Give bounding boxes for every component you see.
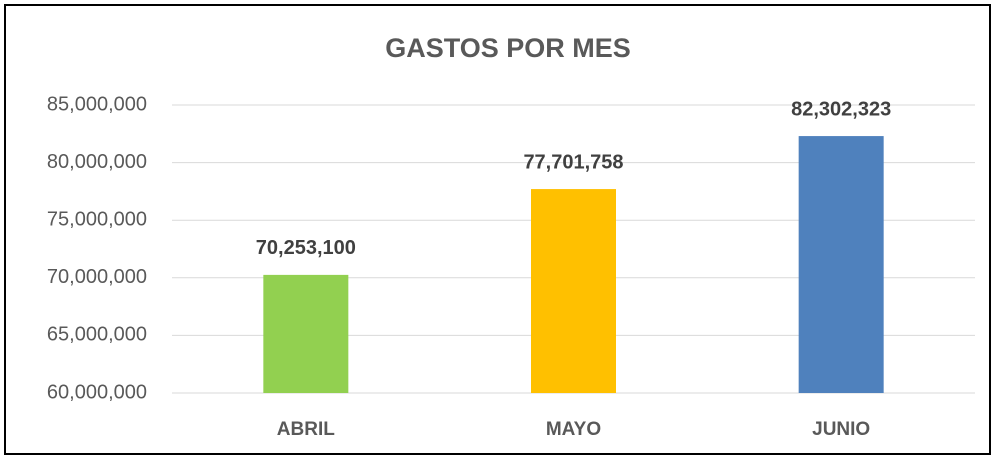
value-label: 82,302,323: [791, 98, 891, 120]
y-tick-label: 85,000,000: [47, 93, 147, 115]
x-tick-label: JUNIO: [812, 419, 870, 440]
chart-title: GASTOS POR MES: [385, 33, 631, 63]
value-label: 70,253,100: [256, 237, 356, 259]
bar: [531, 189, 616, 393]
bar: [798, 136, 884, 393]
y-tick-label: 80,000,000: [47, 151, 147, 173]
bar: [263, 274, 349, 393]
y-tick-label: 75,000,000: [47, 208, 147, 230]
y-tick-label: 65,000,000: [47, 324, 147, 346]
x-tick-label: MAYO: [546, 419, 601, 440]
value-label: 77,701,758: [523, 151, 623, 173]
y-tick-label: 70,000,000: [47, 266, 147, 288]
y-tick-label: 60,000,000: [47, 381, 147, 403]
x-tick-label: ABRIL: [277, 419, 335, 440]
